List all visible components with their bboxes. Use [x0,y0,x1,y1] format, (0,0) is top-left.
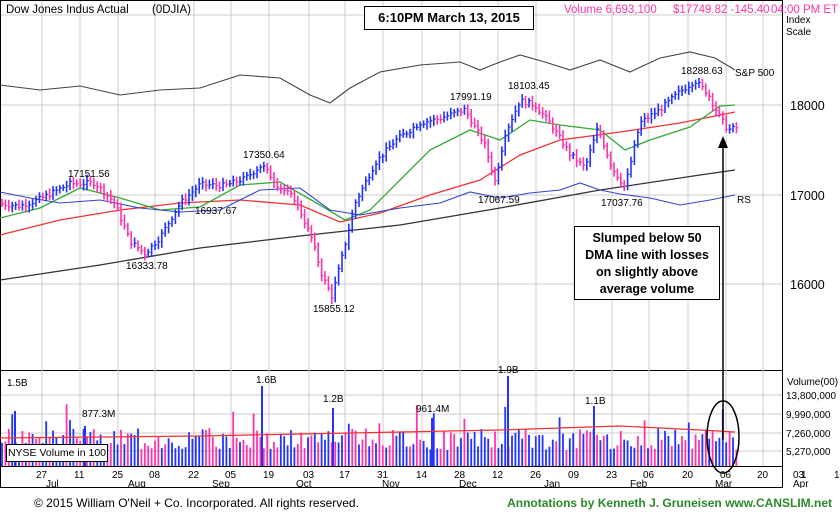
volume-label: 877.3M [82,409,115,420]
x-tick-day: 12 [492,470,504,481]
x-tick-day: 22 [188,470,200,481]
x-tick-month: Aug [128,479,146,488]
x-tick-day: 09 [568,470,580,481]
price-label: 17151.56 [68,169,110,180]
volume-tick: 13,800,000 [786,391,836,402]
x-tick-month: Jan [544,479,560,488]
volume-bars [0,376,738,466]
ma50-line [0,104,736,221]
volume-label: 1.5B [7,378,28,389]
x-tick-month: Feb [630,479,648,488]
sp500-label: S&P 500 [735,68,775,79]
x-tick-month: Sep [212,479,230,488]
volume-avg-line [0,425,736,439]
volume-label: 1.6B [256,375,277,386]
x-tick-day: 20 [682,470,694,481]
x-tick-day: 23 [606,470,618,481]
scale-label-1: Index [786,15,810,26]
x-tick-day: 17 [339,470,351,481]
x-tick-day: 20 [757,470,769,481]
price-label: 17067.59 [478,195,520,206]
y-tick-18000: 18000 [790,99,825,113]
price-readout: $17749.82 -145.40 [673,4,770,16]
annotations-credit: Annotations by Kenneth J. Gruneisen www.… [507,496,832,510]
x-tick-day: 05 [225,470,237,481]
sp500-line [0,51,736,104]
volume-tick: 9,990,000 [786,410,831,421]
x-tick-day: 03 [793,470,805,481]
volume-legend: NYSE Volume in 100 [6,444,108,462]
x-tick-month: Jul [46,479,59,488]
x-tick-day: 27 [36,470,48,481]
x-tick-month: Dec [459,479,477,488]
x-tick-day: 03 [303,470,315,481]
x-tick-day: 11 [74,470,85,481]
y-tick-16000: 16000 [790,278,825,292]
x-axis-strip [0,466,783,488]
x-tick-num: 1 [801,470,807,481]
x-axis-labels: 27 11 25 08 22 05 19 03 17 31 14 28 12 26 09 23 06 20 06 20… [36,470,840,488]
time-readout: 04:00 PM ET [771,4,838,16]
stock-chart: Dow Jones Indus Actual (0DJIA) Volume 6,… [0,0,840,488]
x-tick-num: 1 [834,470,840,481]
price-label: 16937.67 [195,206,237,217]
price-label: 18103.45 [508,81,550,92]
x-tick-day: 25 [112,470,124,481]
callout-arrowhead [718,136,728,148]
x-tick-day: 26 [530,470,542,481]
copyright-text: © 2015 William O'Neil + Co. Incorporated… [34,496,359,510]
x-tick-month: Apr [793,479,809,488]
volume-label: 1.2B [323,394,344,405]
trend-lines [0,51,736,281]
price-label: 18288.63 [681,66,723,77]
price-label: 16333.78 [126,261,168,272]
grid-lines [1,1,782,466]
x-tick-month: Mar [715,479,733,488]
x-tick-month: Oct [296,479,312,488]
price-label: 17350.64 [243,150,285,161]
x-tick-day: 08 [149,470,161,481]
x-tick-day: 14 [416,470,428,481]
volume-label: 1.9B [498,365,519,376]
price-label: 17037.76 [601,198,643,209]
price-label: 15855.12 [313,304,355,315]
volume-tick: 5,270,000 [786,447,831,458]
volume-label: 961.4M [416,404,449,415]
x-tick-day: 19 [263,470,275,481]
timestamp-box: 6:10PM March 13, 2015 [364,6,534,30]
x-tick-day: 06 [643,470,655,481]
y-tick-17000: 17000 [790,189,825,203]
x-tick-month: Nov [382,479,400,488]
price-bars [1,77,739,305]
footer: © 2015 William O'Neil + Co. Incorporated… [0,488,840,516]
rs-label: RS [737,195,751,206]
annotation-box: Slumped below 50 DMA line with losses on… [574,226,720,300]
ma200-line [0,169,736,281]
price-label: 17991.19 [450,92,492,103]
volume-tick: 7,260,000 [786,429,831,440]
volume-axis-label: Volume(00) [787,377,838,388]
callout-ellipse [706,400,740,474]
volume-readout: Volume 6,693,100 [564,4,657,16]
x-tick-day: 31 [377,470,389,481]
x-tick-day: 06 [720,470,732,481]
index-name: Dow Jones Indus Actual [6,4,129,16]
rs-line [0,182,736,216]
x-tick-day: 28 [454,470,466,481]
ticker: (0DJIA) [152,4,191,16]
volume-label: 1.1B [585,396,606,407]
scale-label-2: Scale [786,27,811,38]
